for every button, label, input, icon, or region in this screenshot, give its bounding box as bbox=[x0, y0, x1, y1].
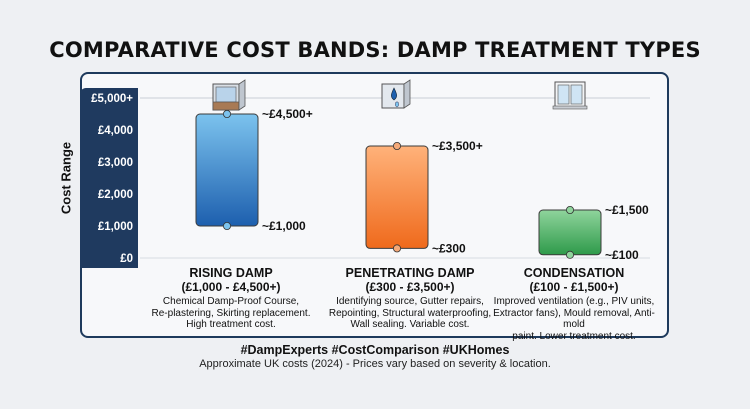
low-marker bbox=[392, 244, 401, 253]
hashtags: #DampExperts #CostComparison #UKHomes bbox=[240, 343, 510, 357]
category-name: PENETRATING DAMP bbox=[345, 266, 475, 280]
high-marker bbox=[566, 205, 575, 214]
low-value-label: ~£300 bbox=[432, 241, 466, 255]
high-value-label: ~£1,500 bbox=[605, 203, 649, 217]
category-range: (£300 - £3,500+) bbox=[365, 280, 455, 294]
y-tick-label: £0 bbox=[120, 253, 133, 265]
high-marker bbox=[222, 110, 231, 119]
low-marker bbox=[222, 221, 231, 230]
high-value-label: ~£3,500+ bbox=[432, 139, 483, 153]
category-penetrating-damp: PENETRATING DAMP (£300 - £3,500+) Identi… bbox=[320, 266, 500, 331]
category-description: Improved ventilation (e.g., PIV units, E… bbox=[493, 296, 655, 342]
low-value-label: ~£100 bbox=[605, 248, 639, 262]
bar-condensation bbox=[538, 209, 602, 256]
wall-icon bbox=[212, 79, 246, 111]
y-tick-label: £4,000 bbox=[98, 125, 133, 137]
category-name: CONDENSATION bbox=[523, 266, 625, 280]
category-description: Chemical Damp-Proof Course, Re-plasterin… bbox=[151, 296, 311, 330]
y-axis-band bbox=[80, 88, 138, 268]
water-drop-icon bbox=[381, 79, 411, 109]
page-title: COMPARATIVE COST BANDS: DAMP TREATMENT T… bbox=[49, 38, 701, 62]
window-icon bbox=[552, 81, 588, 110]
y-tick-label: £5,000+ bbox=[91, 93, 133, 105]
y-tick-labels: £0 £1,000 £2,000 £3,000 £4,000 £5,000+ bbox=[91, 93, 133, 265]
category-rising-damp: RISING DAMP (£1,000 - £4,500+) Chemical … bbox=[146, 266, 316, 331]
category-range: (£1,000 - £4,500+) bbox=[181, 280, 281, 294]
low-value-label: ~£1,000 bbox=[262, 219, 306, 233]
footnote: Approximate UK costs (2024) - Prices var… bbox=[199, 358, 551, 370]
high-marker bbox=[392, 141, 401, 150]
low-marker bbox=[566, 250, 575, 259]
category-range: (£100 - £1,500+) bbox=[529, 280, 619, 294]
bar-penetrating-damp bbox=[365, 145, 429, 249]
y-tick-label: £2,000 bbox=[98, 189, 133, 201]
bar-value-labels: ~£4,500+ ~£1,000 ~£3,500+ ~£300 ~£1,500 ~£100 bbox=[262, 107, 649, 262]
category-condensation: CONDENSATION (£100 - £1,500+) Improved v… bbox=[486, 266, 662, 342]
icons bbox=[212, 79, 588, 111]
category-description: Identifying source, Gutter repairs, Repo… bbox=[328, 296, 492, 330]
bar-rising-damp bbox=[195, 113, 259, 227]
y-tick-label: £3,000 bbox=[98, 157, 133, 169]
y-tick-label: £1,000 bbox=[98, 221, 133, 233]
bars bbox=[195, 110, 602, 259]
high-value-label: ~£4,500+ bbox=[262, 107, 313, 121]
category-name: RISING DAMP bbox=[189, 266, 273, 280]
